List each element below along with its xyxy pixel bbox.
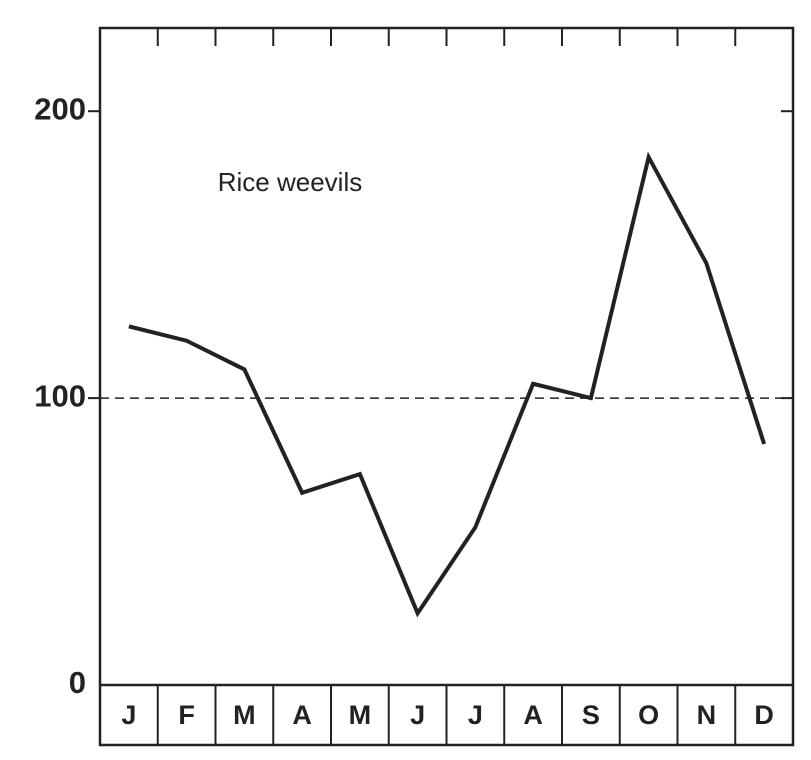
x-tick-label: S (582, 700, 600, 730)
y-tick-label: 200 (34, 91, 86, 126)
x-tick-label: J (121, 700, 136, 730)
x-tick-label: M (233, 700, 256, 730)
data-line (128, 151, 767, 618)
x-tick-label: F (178, 700, 195, 730)
x-tick-label: J (410, 700, 425, 730)
x-tick-label: N (697, 700, 717, 730)
plot-frame (98, 26, 795, 747)
x-tick-label: O (638, 700, 659, 730)
x-tick-label: D (754, 700, 774, 730)
x-tick-label: A (292, 700, 312, 730)
x-tick-label: J (468, 700, 483, 730)
x-tick-label: A (523, 700, 543, 730)
y-tick-label: 100 (34, 378, 86, 413)
x-tick-label: M (349, 700, 372, 730)
y-tick-label: 0 (69, 665, 86, 700)
annotation: Rice weevils (218, 167, 363, 197)
